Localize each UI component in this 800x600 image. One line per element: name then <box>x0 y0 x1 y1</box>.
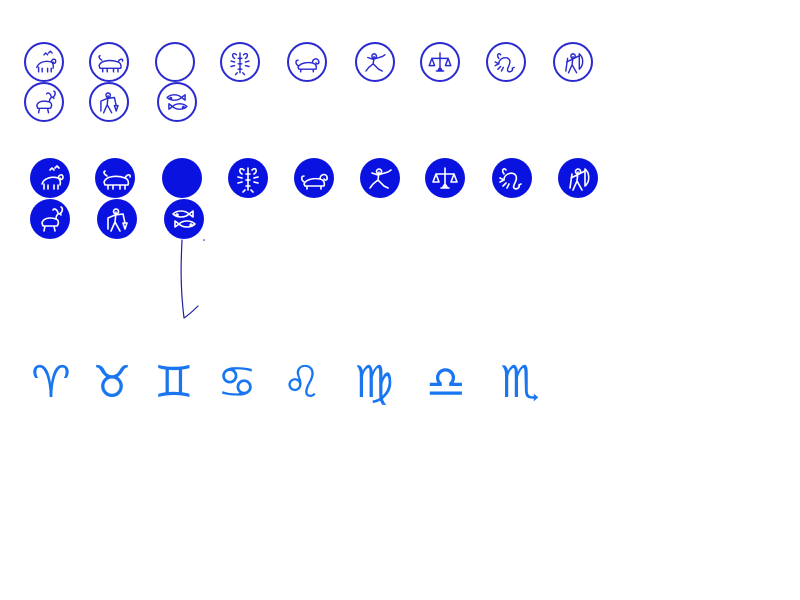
taurus-figure-icon <box>98 54 124 73</box>
libra-filled-medallion[interactable] <box>425 158 465 198</box>
scorpio-figure-icon <box>499 168 522 190</box>
taurus-glyph: ♉ <box>92 357 132 408</box>
taurus-filled-medallion[interactable] <box>95 158 135 198</box>
pisces-figure-icon <box>172 210 196 228</box>
leo-figure-icon <box>300 173 328 190</box>
sagittarius-figure-icon <box>565 53 584 74</box>
scorpio-filled-medallion[interactable] <box>492 158 532 198</box>
gemini-outline-medallion[interactable] <box>155 42 195 82</box>
pisces-filled-medallion[interactable] <box>164 199 204 239</box>
aries-outline-medallion[interactable] <box>24 42 64 82</box>
cancer-figure-icon <box>230 52 250 76</box>
taurus-figure-icon <box>103 170 131 190</box>
pisces-figure-icon <box>166 94 188 110</box>
gemini-glyph: ♊ <box>154 357 194 408</box>
scorpio-outline-medallion[interactable] <box>486 42 526 82</box>
virgo-outline-medallion[interactable] <box>355 42 395 82</box>
sagittarius-outline-medallion[interactable] <box>553 42 593 82</box>
libra-outline-medallion[interactable] <box>420 42 460 82</box>
aries-glyph: ♈ <box>31 357 71 408</box>
cancer-glyph: ♋ <box>217 357 257 408</box>
leo-glyph: ♌ <box>282 357 322 408</box>
gemini-filled-medallion[interactable] <box>162 158 202 198</box>
capricorn-outline-medallion[interactable] <box>24 82 64 122</box>
scorpio-figure-icon <box>494 53 515 73</box>
pisces-outline-medallion[interactable] <box>157 82 197 122</box>
aquarius-filled-medallion[interactable] <box>97 199 137 239</box>
cancer-outline-medallion[interactable] <box>220 42 260 82</box>
leo-outline-medallion[interactable] <box>287 42 327 82</box>
taurus-outline-medallion[interactable] <box>89 42 129 82</box>
virgo-figure-icon <box>369 168 392 189</box>
aries-figure-icon <box>36 50 57 73</box>
aries-filled-medallion[interactable] <box>30 158 70 198</box>
aquarius-figure-icon <box>100 92 119 114</box>
capricorn-figure-icon <box>36 90 56 114</box>
gemini-figure-icon <box>162 158 202 198</box>
gemini-figure-icon <box>157 44 193 80</box>
libra-figure-icon <box>432 167 458 189</box>
capricorn-figure-icon <box>41 206 64 232</box>
aquarius-outline-medallion[interactable] <box>89 82 129 122</box>
sagittarius-figure-icon <box>569 168 590 191</box>
capricorn-filled-medallion[interactable] <box>30 199 70 239</box>
sagittarius-filled-medallion[interactable] <box>558 158 598 198</box>
aquarius-figure-icon <box>107 208 128 232</box>
aries-figure-icon <box>41 165 64 190</box>
scorpio-glyph: ♏ <box>500 357 540 408</box>
virgo-figure-icon <box>365 53 386 72</box>
leo-figure-icon <box>295 58 320 73</box>
leo-filled-medallion[interactable] <box>294 158 334 198</box>
cancer-filled-medallion[interactable] <box>228 158 268 198</box>
cancer-figure-icon <box>237 167 259 193</box>
libra-figure-icon <box>428 52 452 72</box>
virgo-glyph: ♍ <box>354 357 394 408</box>
virgo-filled-medallion[interactable] <box>360 158 400 198</box>
libra-glyph: ♎ <box>426 357 466 408</box>
